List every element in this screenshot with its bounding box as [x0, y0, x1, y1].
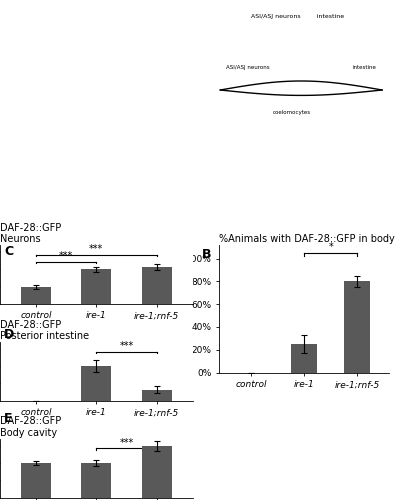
- Bar: [291, 344, 318, 372]
- Text: ***: ***: [119, 438, 134, 448]
- Text: ***: ***: [119, 342, 134, 351]
- Text: ASI/ASJ neurons: ASI/ASJ neurons: [226, 65, 269, 70]
- Bar: [141, 267, 171, 304]
- Text: ASI/ASJ neurons        intestine: ASI/ASJ neurons intestine: [251, 14, 344, 19]
- Text: ***: ***: [59, 252, 73, 262]
- Text: *: *: [328, 242, 333, 252]
- Text: coelomocytes: coelomocytes: [273, 110, 311, 115]
- Bar: [344, 282, 371, 372]
- Text: DAF-28::GFP
Neurons: DAF-28::GFP Neurons: [0, 222, 61, 244]
- Text: D: D: [4, 328, 14, 342]
- Bar: [81, 366, 111, 400]
- Text: C: C: [4, 245, 13, 258]
- Text: intestine: intestine: [353, 65, 377, 70]
- Text: E: E: [4, 412, 13, 426]
- Bar: [81, 269, 111, 304]
- Bar: [141, 446, 171, 498]
- Text: DAF-28::GFP
Body cavity: DAF-28::GFP Body cavity: [0, 416, 61, 438]
- Bar: [21, 463, 51, 498]
- Text: DAF-28::GFP
Posterior intestine: DAF-28::GFP Posterior intestine: [0, 320, 89, 341]
- Text: B: B: [201, 248, 211, 260]
- Text: %Animals with DAF-28::GFP in body cavity: %Animals with DAF-28::GFP in body cavity: [219, 234, 395, 244]
- Bar: [81, 463, 111, 498]
- Text: A: A: [2, 10, 11, 22]
- Bar: [141, 390, 171, 400]
- Bar: [21, 287, 51, 304]
- Text: ***: ***: [89, 244, 103, 254]
